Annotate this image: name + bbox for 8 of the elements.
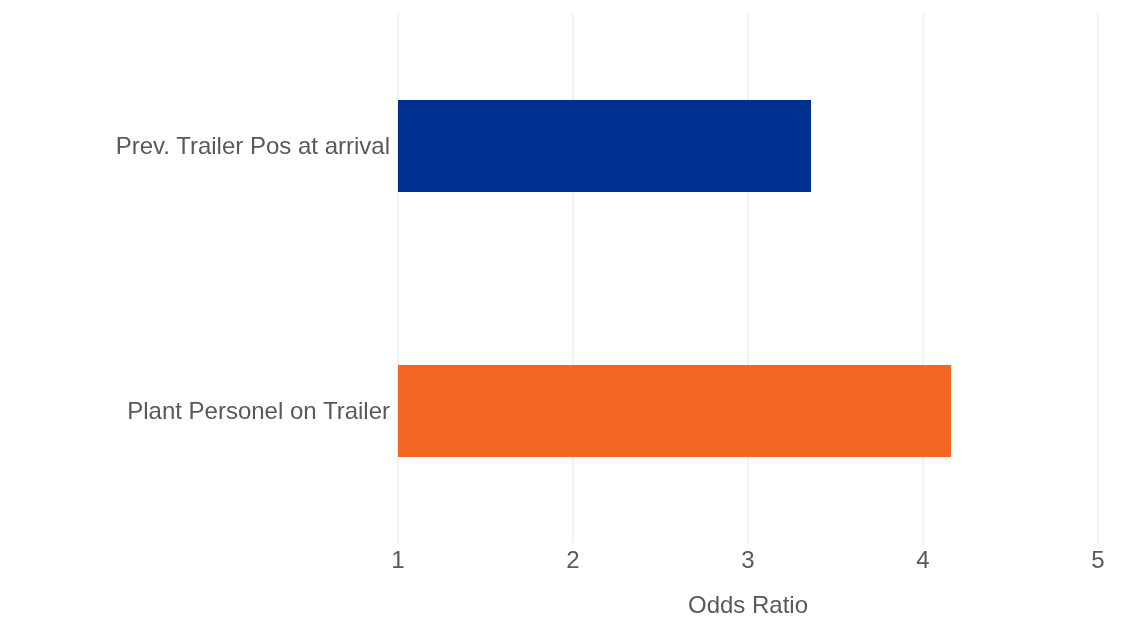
- y-tick-label: Plant Personel on Trailer: [127, 397, 390, 425]
- x-axis-title: Odds Ratio: [687, 591, 809, 618]
- x-tick-label: 4: [916, 546, 930, 574]
- x-tick-label: 1: [391, 546, 405, 574]
- x-tick-label: 3: [741, 546, 755, 574]
- x-tick-label: 2: [566, 546, 580, 574]
- y-tick-label: Prev. Trailer Pos at arrival: [115, 132, 390, 160]
- x-tick-label: 5: [1091, 546, 1105, 574]
